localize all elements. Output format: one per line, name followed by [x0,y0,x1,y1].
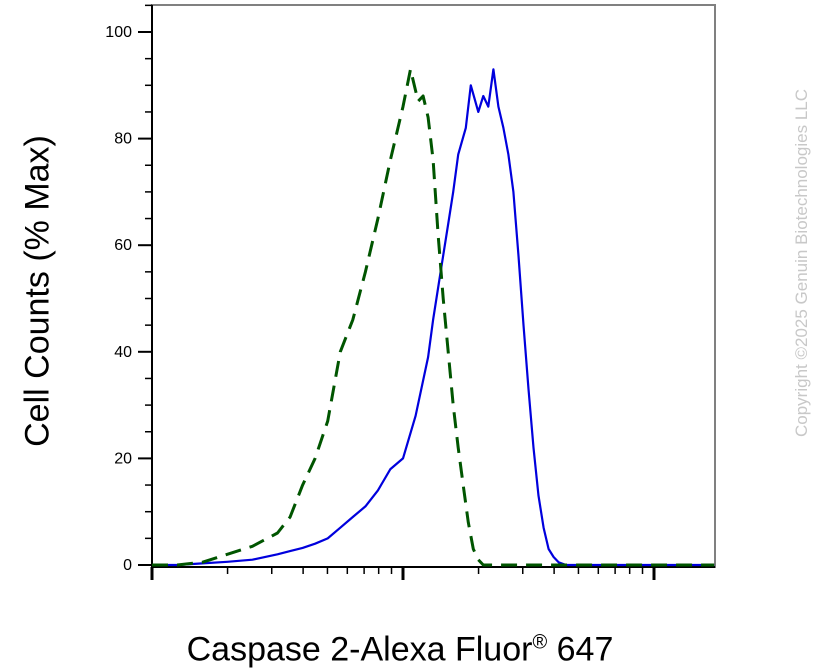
x-axis-label: Caspase 2-Alexa Fluor® 647 [187,631,614,670]
x-ticks [150,567,656,580]
axes [151,4,716,568]
y-tick-label-20: 20 [114,450,132,467]
x-axis-label-tail: 647 [547,630,614,669]
y-tick-label-40: 40 [114,344,132,361]
registered-mark: ® [532,631,548,654]
series-line-2 [152,67,715,567]
y-tick-label-60: 60 [114,237,132,254]
y-tick-label-100: 100 [105,24,132,41]
y-tick-label-80: 80 [114,131,132,148]
y-axis-label: Cell Counts (% Max) [18,135,57,447]
copyright-watermark: Copyright ©2025 Genuin Biotechnologies L… [792,88,811,438]
y-tick-label-0: 0 [123,557,132,574]
plot-frame [151,4,716,568]
series-line-1 [152,68,715,567]
x-axis-label-main: Caspase 2-Alexa Fluor [186,630,533,669]
y-ticks: 0 20 40 60 80 100 [105,4,152,574]
series-group [152,67,715,567]
